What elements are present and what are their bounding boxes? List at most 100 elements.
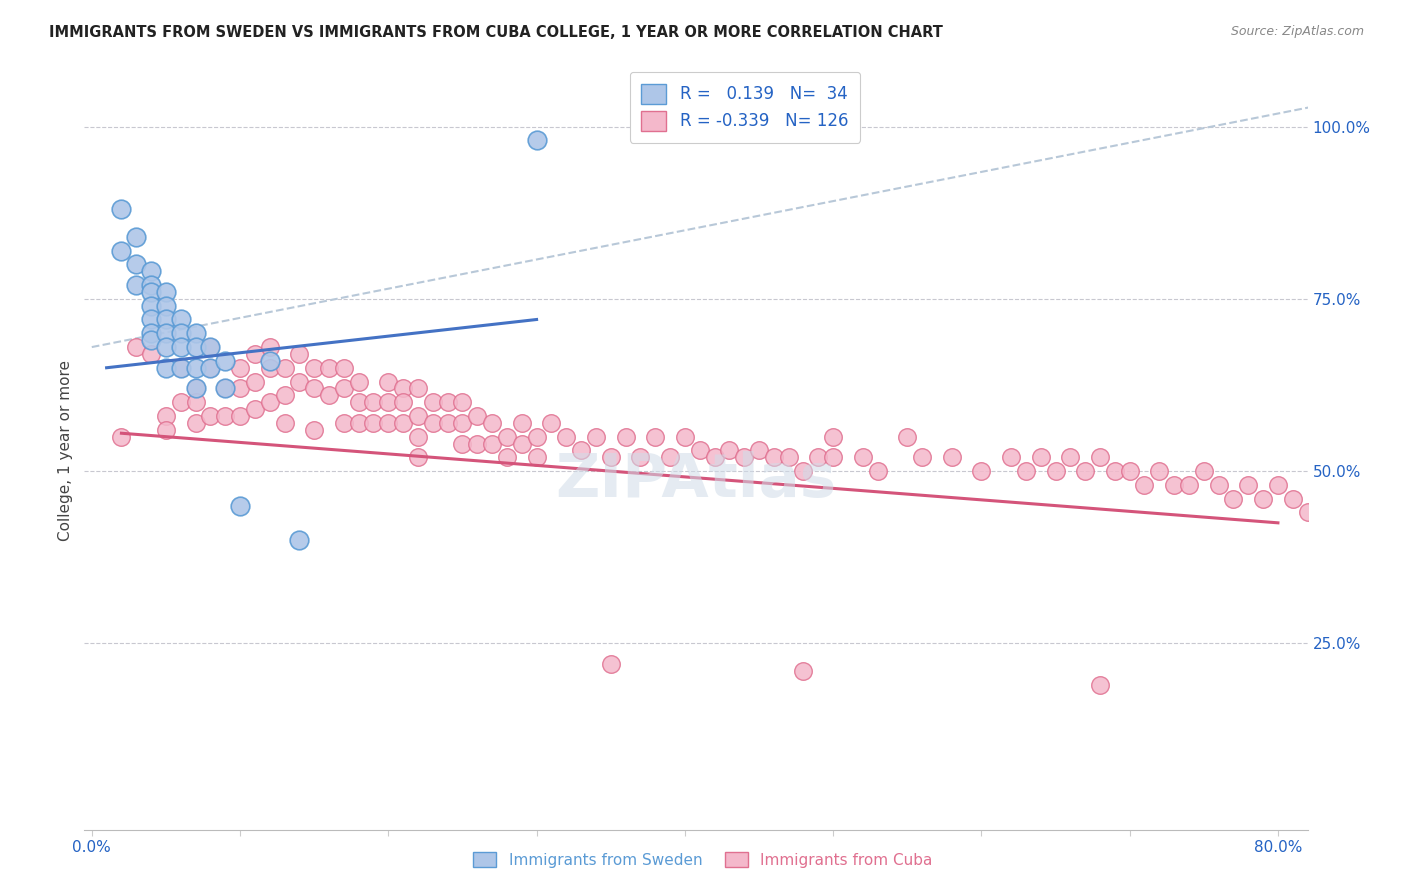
Point [941,450,963,465]
Point [184,340,207,354]
Point [110,202,132,217]
Point [155,299,177,313]
Point [155,285,177,299]
Point [110,430,132,444]
Point [200,360,222,375]
Point [823,450,845,465]
Point [392,416,415,430]
Point [526,450,548,465]
Point [259,395,281,409]
Point [184,360,207,375]
Point [718,443,741,458]
Point [273,416,295,430]
Point [302,360,325,375]
Point [347,375,370,389]
Point [333,360,356,375]
Point [200,340,222,354]
Point [406,450,429,465]
Point [496,450,519,465]
Point [243,402,266,417]
Point [125,229,148,244]
Point [540,416,562,430]
Point [1385,533,1406,547]
Point [585,430,607,444]
Point [496,430,519,444]
Point [200,340,222,354]
Point [347,416,370,430]
Point [1088,450,1111,465]
Point [243,347,266,361]
Point [406,409,429,423]
Point [406,430,429,444]
Point [288,375,311,389]
Point [125,340,148,354]
Point [1341,519,1364,533]
Point [778,450,800,465]
Point [1118,464,1140,478]
Point [1208,478,1230,492]
Point [155,340,177,354]
Point [1326,506,1348,520]
Legend: Immigrants from Sweden, Immigrants from Cuba: Immigrants from Sweden, Immigrants from … [465,844,941,875]
Point [481,416,503,430]
Point [200,360,222,375]
Point [481,436,503,450]
Text: IMMIGRANTS FROM SWEDEN VS IMMIGRANTS FROM CUBA COLLEGE, 1 YEAR OR MORE CORRELATI: IMMIGRANTS FROM SWEDEN VS IMMIGRANTS FRO… [49,25,943,40]
Point [792,464,814,478]
Point [1251,491,1274,506]
Point [155,312,177,326]
Point [823,430,845,444]
Point [347,395,370,409]
Point [170,360,193,375]
Point [436,395,458,409]
Point [673,430,696,444]
Point [139,312,162,326]
Point [302,381,325,395]
Point [139,333,162,347]
Point [273,360,295,375]
Point [792,664,814,678]
Point [451,416,474,430]
Point [125,278,148,293]
Point [465,436,488,450]
Point [748,443,770,458]
Point [510,416,533,430]
Point [155,423,177,437]
Point [436,416,458,430]
Point [852,450,875,465]
Point [644,430,666,444]
Point [333,381,356,395]
Point [911,450,934,465]
Point [170,326,193,341]
Point [155,360,177,375]
Point [259,340,281,354]
Point [1281,491,1303,506]
Point [659,450,682,465]
Point [392,381,415,395]
Point [288,533,311,547]
Point [807,450,830,465]
Point [599,450,621,465]
Point [229,499,252,513]
Point [139,264,162,278]
Point [465,409,488,423]
Point [1088,678,1111,692]
Point [1296,506,1319,520]
Point [406,381,429,395]
Point [214,381,236,395]
Point [1371,519,1393,533]
Point [614,430,637,444]
Point [139,326,162,341]
Point [363,395,385,409]
Point [1178,478,1201,492]
Point [184,381,207,395]
Point [139,347,162,361]
Point [377,416,399,430]
Point [110,244,132,258]
Point [762,450,785,465]
Point [155,326,177,341]
Point [1267,478,1289,492]
Point [1312,506,1334,520]
Point [377,375,399,389]
Point [214,409,236,423]
